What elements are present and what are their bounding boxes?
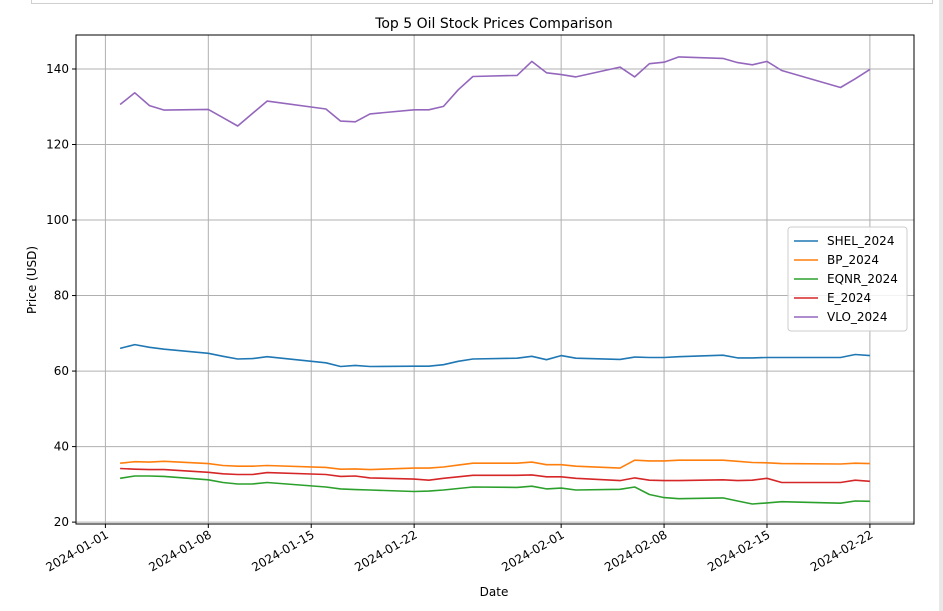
series-line-e_2024 [120,467,870,484]
legend-box [787,226,908,332]
series-line-eqnr_2024 [119,475,870,505]
y-tick-label: 60 [54,364,69,378]
legend: SHEL_2024 BP_2024 EQNR_2024 E_2024 VLO_2024 [787,226,908,332]
series-lines [119,56,871,505]
x-tick-label: 2024-01-15 [249,527,316,574]
series-line-vlo_2024 [119,56,871,127]
x-tick-label: 2024-01-08 [146,527,213,574]
y-axis-label: Price (USD) [25,246,39,314]
y-tick-label: 120 [46,138,69,152]
x-axis-label: Date [480,585,509,599]
legend-entry: EQNR_2024 [827,272,898,286]
chart-title: Top 5 Oil Stock Prices Comparison [374,16,613,32]
series-line-shel_2024 [119,343,870,368]
y-tick-label: 40 [54,440,69,454]
y-tick-label: 20 [54,515,69,529]
scrollbar[interactable] [939,0,943,611]
y-axis-ticks: 20 40 60 80 100 120 140 [46,62,76,529]
legend-entry: SHEL_2024 [827,234,894,248]
x-tick-label: 2024-02-08 [602,527,669,574]
legend-entry: E_2024 [827,291,871,305]
x-tick-label: 2024-01-22 [352,527,419,574]
x-axis-ticks: 2024-01-01 2024-01-08 2024-01-15 2024-01-22… [43,524,875,574]
x-tick-label: 2024-02-15 [705,527,772,574]
legend-entry: VLO_2024 [827,310,887,324]
grid [76,35,914,524]
output-frame-edge [31,0,933,4]
legend-entry: BP_2024 [827,253,879,267]
y-tick-label: 140 [46,62,69,76]
plot-area-frame [75,34,915,525]
y-tick-label: 80 [54,289,69,303]
y-tick-label: 100 [46,213,69,227]
x-tick-label: 2024-02-01 [499,527,566,574]
series-line-bp_2024 [120,459,870,471]
x-tick-label: 2024-01-01 [43,527,110,574]
x-tick-label: 2024-02-22 [808,527,875,574]
